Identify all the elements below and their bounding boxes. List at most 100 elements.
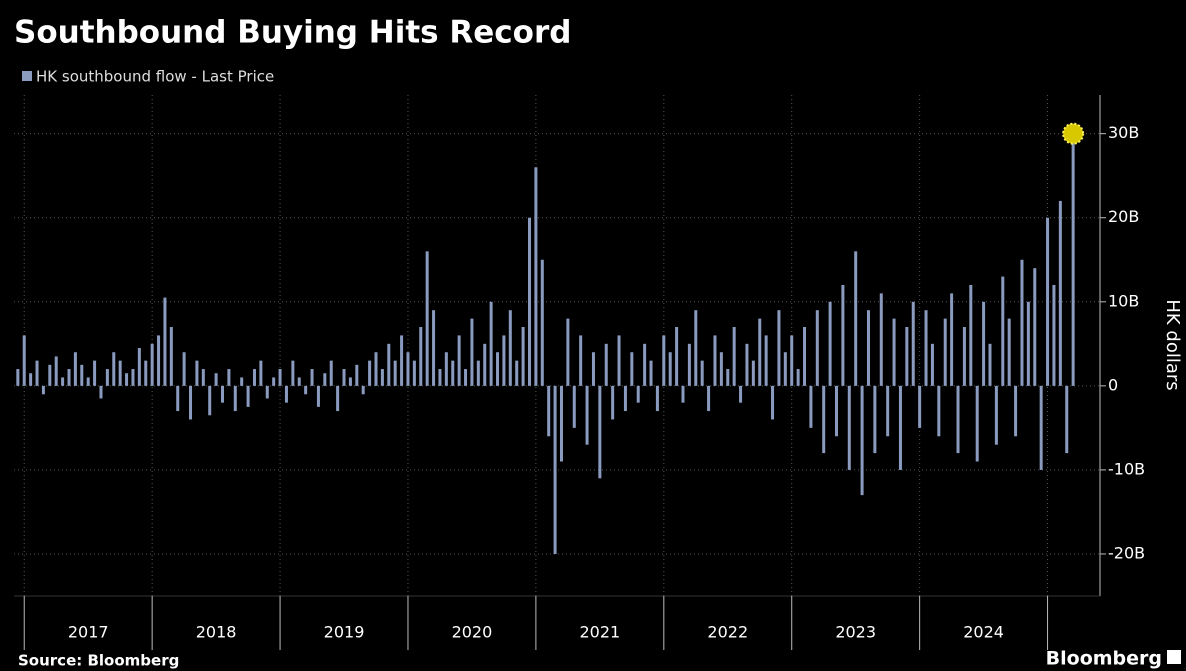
bar <box>579 335 583 386</box>
bar <box>681 385 685 403</box>
bar <box>259 360 263 386</box>
y-tick-label: 10B <box>1108 291 1139 310</box>
bar <box>694 310 698 386</box>
bar <box>284 385 288 403</box>
bar <box>438 369 442 386</box>
bar <box>668 352 672 386</box>
chart-title: Southbound Buying Hits Record <box>14 15 571 51</box>
bar <box>623 385 627 412</box>
bar <box>432 310 436 386</box>
bar <box>496 352 500 386</box>
bar <box>182 352 186 386</box>
bar <box>975 385 979 462</box>
bar <box>937 385 941 437</box>
bar <box>400 335 404 386</box>
bar <box>189 385 193 420</box>
bar <box>246 385 250 407</box>
x-tick-label: 2020 <box>452 623 493 642</box>
x-tick-label: 2021 <box>579 623 620 642</box>
y-tick-label: 30B <box>1108 123 1139 142</box>
bar <box>380 369 384 386</box>
bar <box>540 259 544 386</box>
bar <box>911 301 915 386</box>
bar <box>643 343 647 386</box>
bar <box>956 385 960 454</box>
bar <box>355 364 359 386</box>
y-tick-label: 20B <box>1108 207 1139 226</box>
bar <box>336 385 340 412</box>
bar <box>80 364 84 386</box>
bar <box>649 360 653 386</box>
bar <box>969 284 973 386</box>
bar <box>950 293 954 386</box>
bar <box>476 360 480 386</box>
bar <box>566 318 570 386</box>
bar <box>828 301 832 386</box>
legend-swatch <box>22 71 32 81</box>
bar <box>527 217 531 386</box>
brand-icon <box>1167 650 1181 664</box>
bar <box>425 251 429 386</box>
bar <box>886 385 890 437</box>
bar <box>265 385 269 399</box>
bar <box>790 335 794 386</box>
y-axis-title: HK dollars <box>1162 299 1183 390</box>
bar <box>118 360 122 386</box>
bar <box>924 310 928 386</box>
bar <box>208 385 212 416</box>
bar <box>559 385 563 462</box>
bar <box>771 385 775 420</box>
bar <box>48 364 52 386</box>
bar <box>1039 385 1043 470</box>
bar <box>1014 385 1018 437</box>
bar <box>157 335 161 386</box>
bar <box>719 352 723 386</box>
bar <box>387 343 391 386</box>
bar <box>342 369 346 386</box>
x-tick-label: 2022 <box>707 623 748 642</box>
bar <box>93 360 97 386</box>
bar <box>195 360 199 386</box>
bar <box>329 360 333 386</box>
x-tick-label: 2017 <box>68 623 109 642</box>
bar <box>508 310 512 386</box>
y-tick-label: -10B <box>1108 459 1145 478</box>
bar <box>483 343 487 386</box>
bar <box>22 335 26 386</box>
x-tick-label: 2023 <box>835 623 876 642</box>
bar <box>873 385 877 454</box>
x-tick-label: 2019 <box>324 623 365 642</box>
bar <box>1058 200 1062 386</box>
bar <box>930 343 934 386</box>
bar <box>611 385 615 420</box>
bar <box>617 335 621 386</box>
bar <box>227 369 231 386</box>
bar <box>61 377 65 386</box>
bar <box>99 385 103 399</box>
bar <box>125 373 129 386</box>
bar <box>214 373 218 386</box>
bar <box>35 360 39 386</box>
brand: Bloomberg <box>1046 648 1162 670</box>
bar <box>898 385 902 470</box>
bar <box>278 369 282 386</box>
bar <box>572 385 576 428</box>
bar <box>464 369 468 386</box>
bar <box>713 335 717 386</box>
bar <box>176 385 180 412</box>
bar <box>323 373 327 386</box>
bar <box>764 335 768 386</box>
y-tick-label: -20B <box>1108 543 1145 562</box>
bar <box>726 369 730 386</box>
bar <box>240 377 244 386</box>
bar <box>1071 133 1075 386</box>
bar <box>758 318 762 386</box>
bar <box>803 327 807 386</box>
bar <box>221 385 225 403</box>
bar <box>304 385 308 395</box>
bar <box>988 343 992 386</box>
bar <box>700 360 704 386</box>
bar <box>489 301 493 386</box>
record-highlight <box>1062 122 1085 145</box>
bar <box>687 343 691 386</box>
